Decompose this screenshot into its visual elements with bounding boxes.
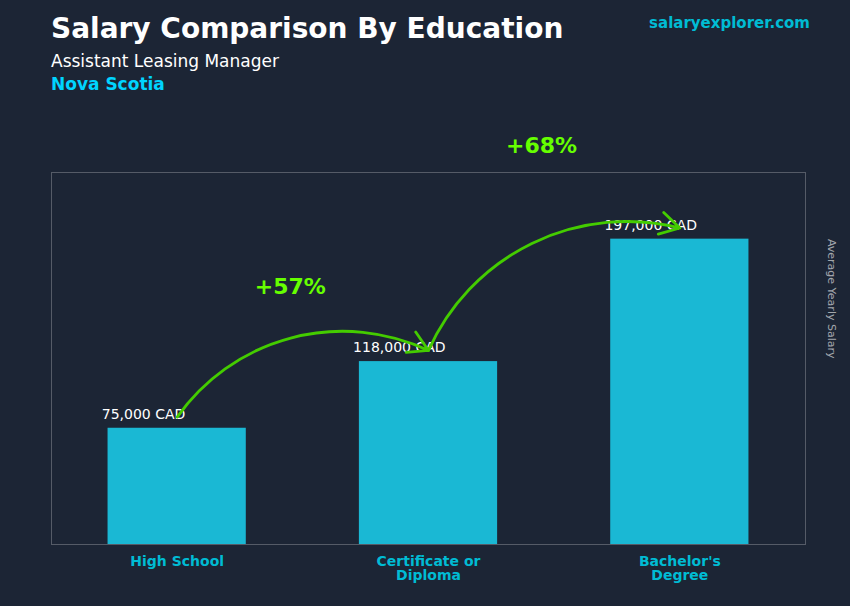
svg-text:Certificate orDiploma: Certificate orDiploma	[377, 553, 481, 583]
html-text:Nova Scotia: Nova Scotia	[51, 74, 165, 94]
svg-text:High School: High School	[130, 553, 224, 569]
html-text:salaryexplorer.com: salaryexplorer.com	[649, 14, 810, 32]
svg-text:197,000 CAD: 197,000 CAD	[604, 217, 696, 233]
svg-text:75,000 CAD: 75,000 CAD	[102, 406, 186, 422]
html-text:Salary Comparison By Education: Salary Comparison By Education	[51, 12, 564, 45]
svg-text:+68%: +68%	[506, 133, 577, 158]
svg-text:118,000 CAD: 118,000 CAD	[353, 339, 446, 356]
svg-text:+57%: +57%	[255, 274, 326, 299]
html-text:Assistant Leasing Manager: Assistant Leasing Manager	[51, 51, 279, 71]
svg-text:Bachelor'sDegree: Bachelor'sDegree	[639, 553, 721, 583]
svg-text:Average Yearly Salary: Average Yearly Salary	[825, 239, 838, 359]
